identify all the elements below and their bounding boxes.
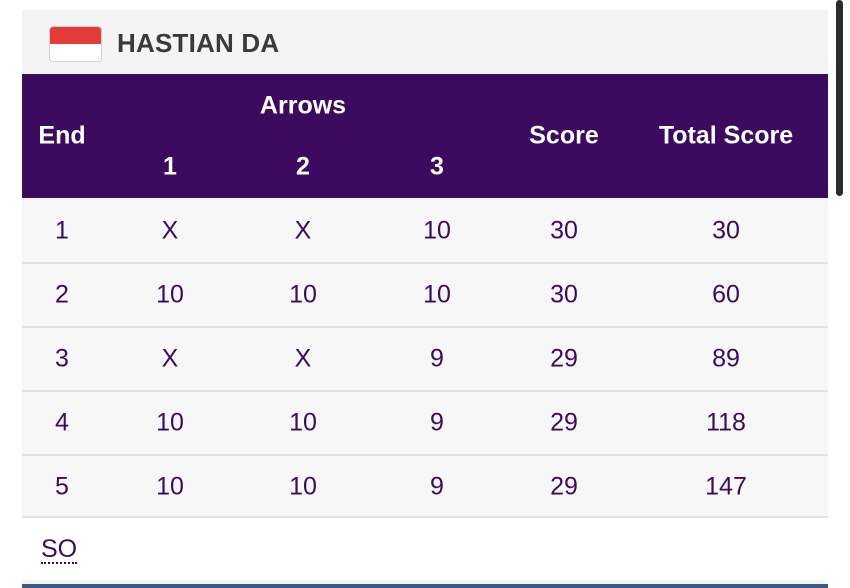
cell-arrow-3: 9 [430,344,444,373]
row-divider [22,454,828,456]
cell-arrow-3: 9 [430,472,444,501]
cell-arrow-2: X [294,344,312,373]
cell-arrow-3: 10 [423,280,451,309]
table-row: 4 10 10 9 29 118 [22,392,828,454]
cell-score: 30 [550,216,578,245]
cell-total-score: 89 [712,344,740,373]
shoot-off-label[interactable]: SO [41,535,78,564]
cell-score: 29 [550,408,578,437]
row-divider [22,262,828,264]
scrollbar-thumb[interactable] [836,0,843,196]
flag-white-stripe [50,44,101,61]
cell-arrow-1: 10 [156,408,184,437]
cell-total-score: 118 [706,408,746,437]
cell-total-score: 147 [705,472,747,501]
row-divider [22,390,828,392]
cell-end: 2 [55,280,69,309]
cell-total-score: 60 [712,280,740,309]
indonesia-flag-icon [49,26,102,62]
cell-end: 3 [55,344,69,373]
cell-arrow-3: 9 [430,408,444,437]
scorecard: HASTIAN DA End Arrows 1 2 3 Score Total … [22,10,828,588]
header-end: End [38,121,86,150]
table-header: End Arrows 1 2 3 Score Total Score [22,74,828,198]
cell-arrow-2: 10 [289,408,317,437]
row-divider [22,516,828,518]
header-total-score: Total Score [658,121,794,150]
cell-end: 5 [55,472,69,501]
cell-score: 29 [550,344,578,373]
cell-arrow-1: 10 [156,280,184,309]
shoot-off-row: SO [22,518,828,580]
header-arrows: Arrows [259,91,347,120]
cell-arrow-1: X [161,216,179,245]
cell-score: 30 [550,280,578,309]
header-score: Score [529,121,599,150]
table-row: 5 10 10 9 29 147 [22,456,828,518]
cell-end: 4 [55,408,69,437]
cell-score: 29 [550,472,578,501]
table-row: 3 X X 9 29 89 [22,328,828,390]
cell-arrow-2: 10 [289,472,317,501]
row-divider [22,326,828,328]
cell-total-score: 30 [712,216,740,245]
header-arrow-3: 3 [430,152,444,181]
cell-arrow-3: 10 [423,216,451,245]
athlete-header: HASTIAN DA [22,10,828,74]
bottom-divider [22,584,828,588]
athlete-name: HASTIAN DA [117,28,280,58]
table-row: 1 X X 10 30 30 [22,200,828,262]
cell-arrow-1: 10 [156,472,184,501]
flag-red-stripe [50,27,101,44]
cell-arrow-1: X [161,344,179,373]
header-arrow-1: 1 [163,152,177,181]
cell-arrow-2: X [294,216,312,245]
header-arrow-2: 2 [296,152,310,181]
cell-arrow-2: 10 [289,280,317,309]
cell-end: 1 [55,216,69,245]
table-row: 2 10 10 10 30 60 [22,264,828,326]
